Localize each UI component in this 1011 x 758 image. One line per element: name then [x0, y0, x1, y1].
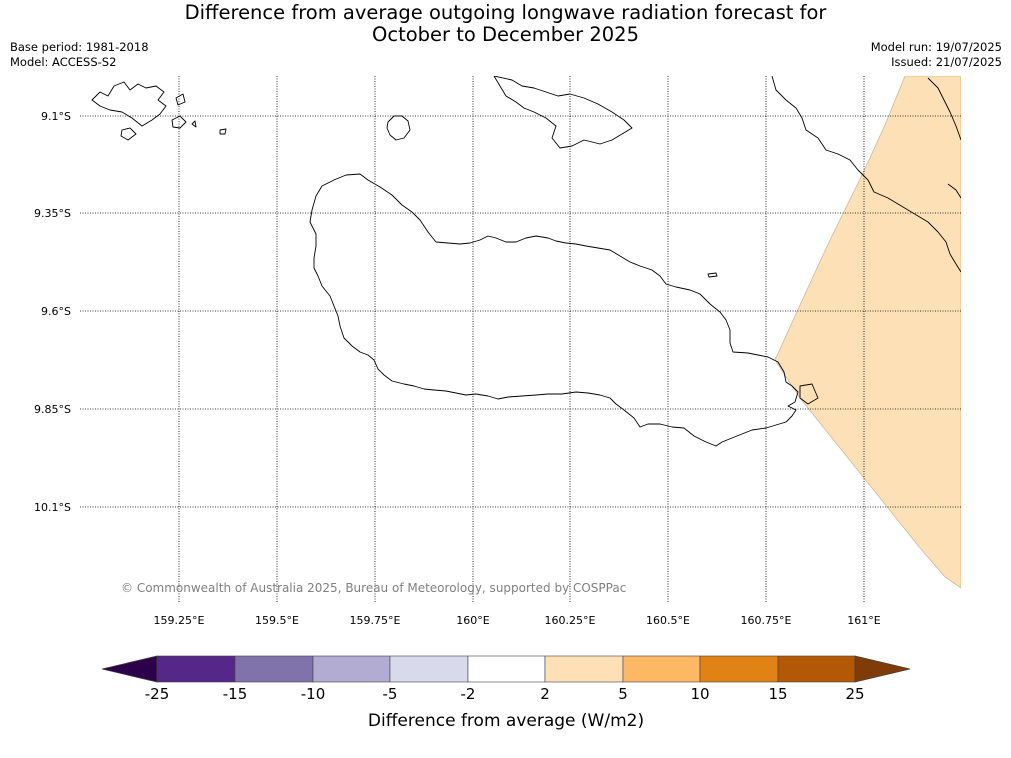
coastlines [91, 76, 961, 447]
coastline-malaita [771, 76, 961, 273]
colorbar-swatch [622, 655, 701, 683]
lon-label: 160°E [456, 614, 489, 627]
lon-label: 159.5°E [255, 614, 299, 627]
issued-date: Issued: 21/07/2025 [891, 55, 1002, 69]
colorbar-swatch [699, 655, 779, 683]
coastline-guadalcanal [309, 173, 799, 447]
colorbar-extend-high [854, 655, 911, 683]
lon-label: 160.25°E [545, 614, 596, 627]
lat-label: 9.35°S [34, 207, 71, 220]
colorbar-tick-label: 25 [845, 685, 864, 703]
colorbar-tick-label: -15 [223, 685, 248, 703]
colorbar-tick-label: -25 [145, 685, 170, 703]
copyright-notice: © Commonwealth of Australia 2025, Bureau… [121, 581, 626, 595]
model-name: Model: ACCESS-S2 [10, 55, 117, 69]
colorbar-tick-label: -2 [461, 685, 476, 703]
map-area: © Commonwealth of Australia 2025, Bureau… [80, 76, 961, 603]
colorbar-swatch [777, 655, 856, 683]
lat-label: 9.1°S [41, 110, 71, 123]
lon-label: 159.25°E [154, 614, 205, 627]
colorbar-tick-label: 15 [768, 685, 787, 703]
base-info: Base period: 1981-2018 Model: ACCESS-S2 [10, 40, 149, 70]
lat-label: 9.6°S [41, 305, 71, 318]
lat-label: 9.85°S [34, 403, 71, 416]
map-title-line1: Difference from average outgoing longwav… [184, 1, 827, 24]
colorbar-title: Difference from average (W/m2) [368, 711, 644, 731]
coastline-islet [219, 128, 227, 135]
colorbar-extend-low [101, 655, 158, 683]
lat-label: 10.1°S [34, 501, 71, 514]
colorbar-tick-label: -10 [301, 685, 326, 703]
colorbar-swatch [389, 655, 469, 683]
coastline-islet [707, 272, 718, 278]
coastline-malaita-east [927, 77, 961, 141]
model-run: Model run: 19/07/2025 [870, 40, 1002, 54]
gridlines [80, 76, 961, 603]
coastline-islet [175, 93, 186, 106]
lon-label: 160.75°E [741, 614, 792, 627]
coastline-islet [191, 120, 197, 128]
forecast-anomaly-region [774, 76, 961, 589]
latitude-labels: 9.1°S 9.35°S 9.6°S 9.85°S 10.1°S [34, 110, 71, 514]
colorbar-ticks: -25 -15 -10 -5 -2 2 5 10 15 25 [145, 685, 865, 703]
coastline-cape [799, 383, 819, 405]
colorbar-swatch [467, 655, 546, 683]
colorbar-swatch [234, 655, 314, 683]
coastline-florida-islands [493, 76, 633, 149]
coastline-islet [120, 127, 137, 141]
colorbar-swatch [156, 655, 236, 683]
map-title-line2: October to December 2025 [372, 23, 639, 46]
colorbar-swatch [312, 655, 391, 683]
colorbar-swatch [544, 655, 624, 683]
run-info: Model run: 19/07/2025 Issued: 21/07/2025 [871, 40, 1002, 70]
lon-label: 159.75°E [350, 614, 401, 627]
coastline-islet-east [947, 183, 961, 199]
longitude-labels: 159.25°E 159.5°E 159.75°E 160°E 160.25°E… [154, 614, 881, 627]
coastline-russell-islands [91, 81, 167, 127]
colorbar-tick-label: -5 [383, 685, 398, 703]
lon-label: 161°E [847, 614, 880, 627]
colorbar-tick-label: 2 [540, 685, 550, 703]
colorbar-tick-label: 10 [690, 685, 709, 703]
coastline-savo [386, 115, 411, 141]
colorbar-tick-label: 5 [618, 685, 628, 703]
base-period: Base period: 1981-2018 [10, 40, 149, 54]
coastline-islet [171, 115, 187, 129]
colorbar: -25 -15 -10 -5 -2 2 5 10 15 25 Differenc… [101, 655, 911, 731]
lon-label: 160.5°E [646, 614, 690, 627]
map-title: Difference from average outgoing longwav… [0, 2, 1011, 46]
